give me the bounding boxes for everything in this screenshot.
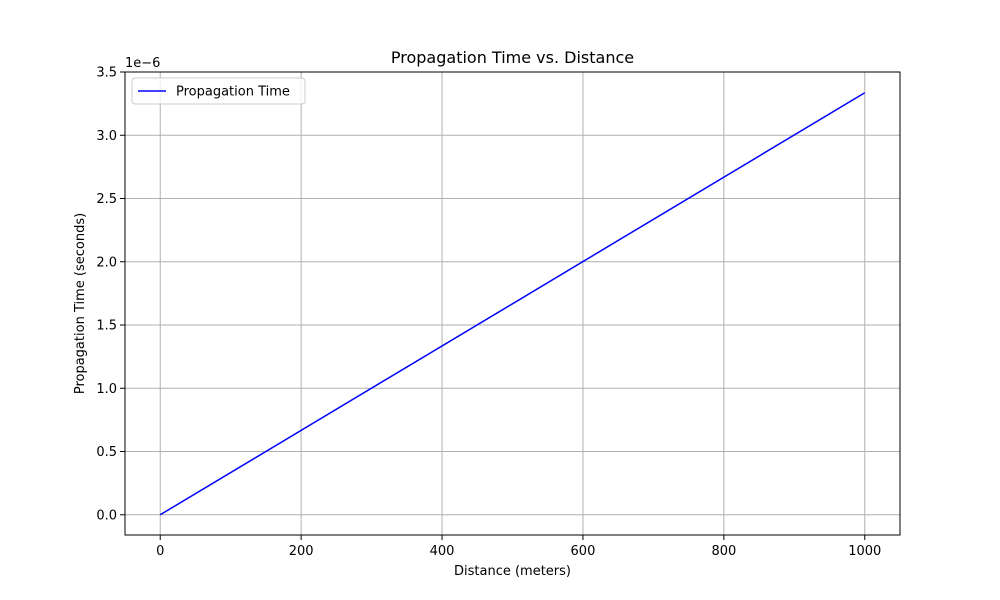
y-tick-label: 3.0 (96, 129, 117, 144)
x-tick-label: 200 (289, 544, 314, 559)
legend-entry-label: Propagation Time (176, 85, 290, 100)
y-tick-label: 2.0 (96, 255, 117, 270)
y-tick-label: 1.0 (96, 382, 117, 397)
legend: Propagation Time (131, 77, 306, 105)
y-axis-offset-text: 1e−6 (125, 56, 160, 71)
plot-frame (124, 71, 901, 536)
x-tick-label: 400 (430, 544, 455, 559)
y-tick-label: 2.5 (96, 192, 117, 207)
y-tick-label: 0.5 (96, 445, 117, 460)
series-layer (159, 92, 866, 516)
series-line (159, 92, 866, 516)
x-tick-label: 800 (711, 544, 736, 559)
ticks: 0 200 400 600 800 1000 0.0 0.5 1.0 1.5 2.0 2.5 3.0 3.… (96, 66, 881, 560)
x-tick-label: 0 (156, 544, 164, 559)
y-axis-label: Propagation Time (seconds) (73, 213, 88, 394)
x-tick-label: 1000 (848, 544, 881, 559)
y-tick-label: 3.5 (96, 66, 117, 81)
y-tick-label: 1.5 (96, 319, 117, 334)
legend-box (131, 77, 306, 105)
chart-title: Propagation Time vs. Distance (391, 48, 634, 67)
y-tick-label: 0.0 (96, 508, 117, 523)
x-axis-label: Distance (meters) (454, 564, 571, 579)
x-tick-label: 600 (571, 544, 596, 559)
